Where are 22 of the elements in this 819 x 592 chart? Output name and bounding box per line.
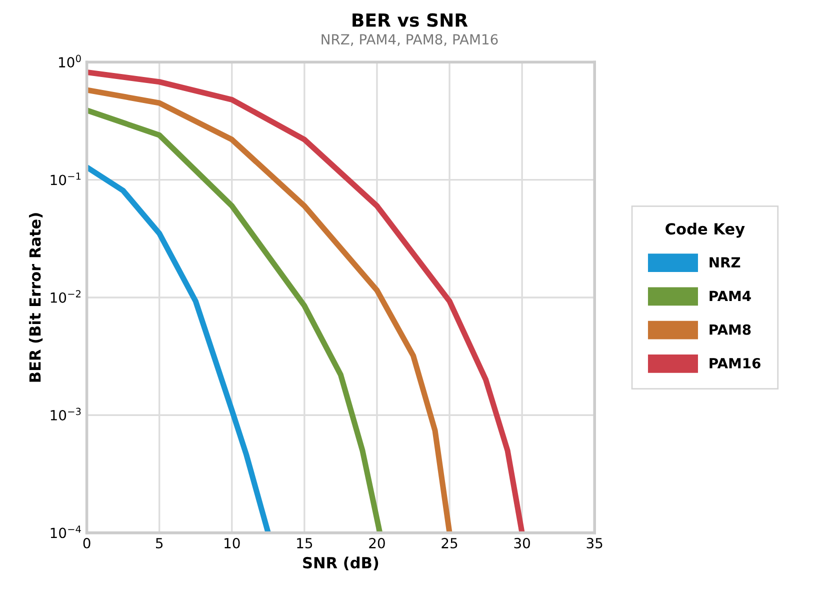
y-tick-label: 10$^{−1}$: [50, 172, 81, 186]
legend-title: Code Key: [666, 222, 745, 238]
x-tick-label: 25: [442, 538, 458, 548]
x-tick-label: 10: [224, 538, 240, 548]
y-tick-label: 10$^{−3}$: [50, 408, 81, 421]
legend-label: PAM16: [710, 358, 760, 368]
x-tick-label: 5: [156, 538, 163, 548]
x-tick-label: 20: [369, 538, 385, 548]
x-tick-label: 30: [514, 538, 530, 548]
legend-label: PAM8: [710, 324, 751, 335]
x-tick-label: 15: [297, 538, 312, 548]
chart-title: BER vs SNR: [352, 13, 468, 27]
x-axis-title: SNR (dB): [303, 556, 378, 570]
x-tick-label: 0: [83, 538, 90, 548]
chart-subtitle: NRZ, PAM4, PAM8, PAM16: [322, 34, 498, 46]
legend-label: NRZ: [710, 257, 740, 268]
y-tick-label: 10$^{−2}$: [50, 290, 80, 303]
y-tick-label: 10$^{0}$: [59, 54, 81, 68]
x-tick-label: 35: [586, 538, 602, 548]
legend-label: PAM4: [710, 290, 751, 302]
y-tick-label: 10$^{−4}$: [50, 526, 81, 538]
y-axis-title: BER (Bit Error Rate): [28, 213, 43, 382]
